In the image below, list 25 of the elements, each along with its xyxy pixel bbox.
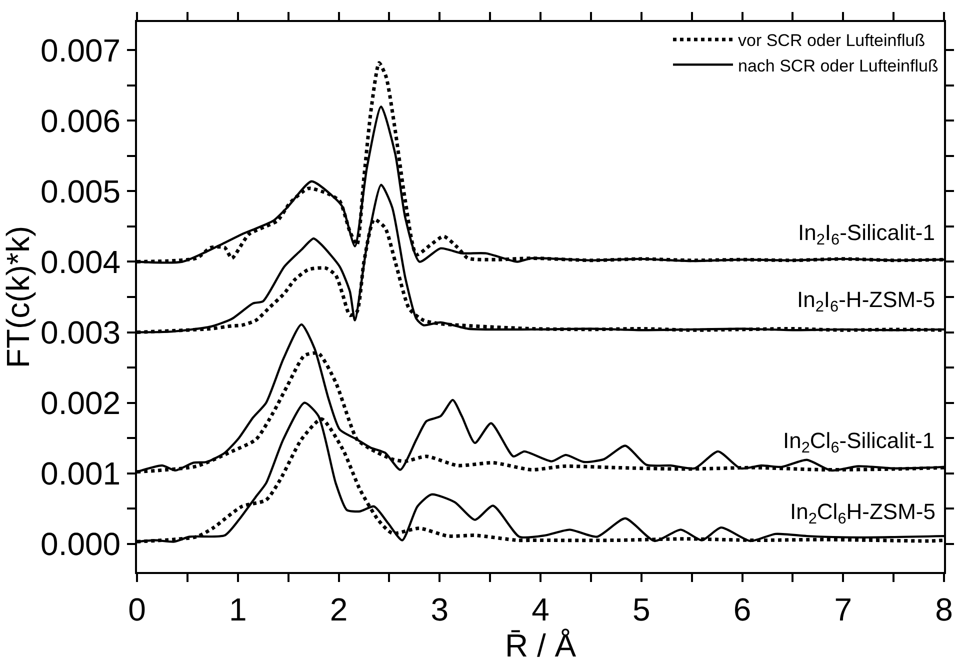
y-tick-label: 0.005 bbox=[40, 173, 121, 210]
legend-label: nach SCR oder Lufteinfluß bbox=[738, 56, 938, 76]
y-tick-label: 0.006 bbox=[40, 102, 121, 139]
y-tick-label: 0.004 bbox=[40, 244, 121, 280]
x-tick-label: 1 bbox=[228, 591, 247, 628]
y-tick-label: 0.007 bbox=[40, 32, 121, 68]
x-tick-label: 5 bbox=[632, 591, 650, 628]
x-axis-title: R̄ / Å bbox=[504, 627, 577, 664]
x-tick-label: 6 bbox=[733, 591, 752, 628]
x-tick-label: 7 bbox=[834, 591, 852, 628]
legend-label: vor SCR oder Lufteinfluß bbox=[738, 31, 926, 50]
annotation: In$_{2}$I$_{6}$-Silicalit-1 bbox=[798, 220, 935, 249]
y-tick-label: 0.003 bbox=[40, 314, 121, 350]
y-tick-label: 0.002 bbox=[40, 384, 121, 421]
y-tick-label: 0.001 bbox=[40, 455, 121, 492]
x-tick-label: 8 bbox=[935, 591, 953, 628]
x-tick-label: 2 bbox=[330, 591, 348, 628]
x-tick-label: 3 bbox=[430, 591, 449, 628]
annotation: In$_{2}$I$_{6}$-H-ZSM-5 bbox=[797, 287, 936, 316]
y-axis-title: FT(c(k)*k) bbox=[0, 226, 36, 368]
y-tick-label: 0.000 bbox=[40, 526, 121, 562]
annotation: In$_{2}$Cl$_{6}$-Silicalit-1 bbox=[783, 428, 935, 457]
x-tick-label: 0 bbox=[128, 591, 146, 628]
annotation: In$_{2}$Cl$_{6}$H-ZSM-5 bbox=[790, 499, 936, 528]
x-tick-label: 4 bbox=[532, 591, 550, 628]
